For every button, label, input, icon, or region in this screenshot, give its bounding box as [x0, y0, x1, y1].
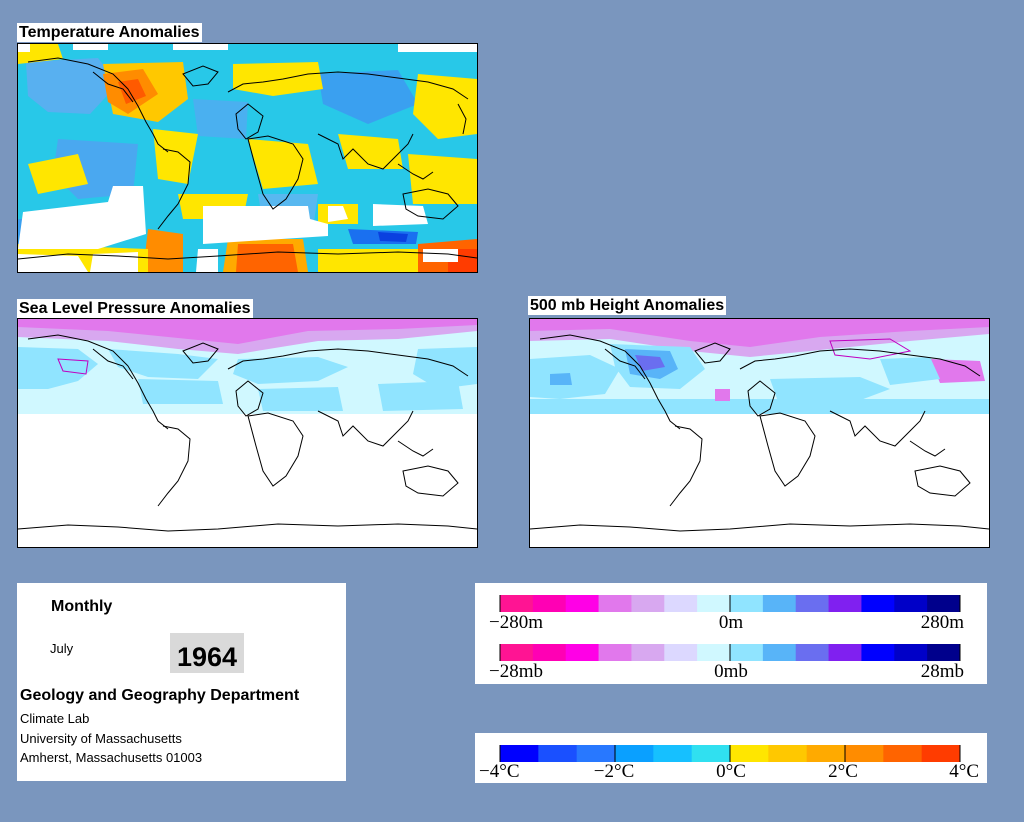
height-anomaly-map	[529, 318, 990, 548]
temp-bar-swatch-9	[845, 745, 884, 762]
pressure-bar-swatch-9	[795, 644, 830, 661]
university-name: University of Massachusetts	[20, 731, 182, 746]
pressure-bar-swatch-2	[565, 644, 600, 661]
height-bar-swatch-7	[730, 595, 764, 612]
height-label-max: 280m	[921, 612, 965, 633]
temp-bar-swatch-2	[576, 745, 616, 762]
pressure-bar-swatch-4	[631, 644, 665, 661]
pressure-bar-swatch-12	[894, 644, 928, 661]
height-bar-swatch-12	[894, 595, 928, 612]
temperature-map-canvas	[18, 44, 477, 272]
temp-label-4: 4°C	[949, 761, 979, 782]
height-bar-swatch-13	[927, 595, 961, 612]
period-label: Monthly	[51, 598, 113, 615]
year-display: 1964	[170, 633, 244, 673]
pressure-label-mid: 0mb	[714, 661, 748, 682]
pressure-bar-swatch-3	[598, 644, 632, 661]
height-bar-swatch-2	[565, 595, 600, 612]
temperature-color-bar	[499, 745, 961, 762]
department-name: Geology and Geography Department	[20, 687, 300, 704]
pressure-bar-swatch-10	[828, 644, 862, 661]
temperature-anomaly-map	[17, 43, 478, 273]
temp-label-0: −4°C	[479, 761, 520, 782]
pressure-bar-swatch-5	[664, 644, 698, 661]
temp-bar-swatch-11	[921, 745, 961, 762]
height-map-canvas	[530, 319, 989, 547]
height-bar-swatch-3	[598, 595, 632, 612]
pressure-bar-swatch-7	[730, 644, 764, 661]
temp-bar-swatch-0	[500, 745, 539, 762]
height-bar-swatch-10	[828, 595, 862, 612]
height-bar-swatch-9	[795, 595, 830, 612]
temp-bar-swatch-10	[883, 745, 923, 762]
temp-label-2: 0°C	[716, 761, 746, 782]
temp-bar-swatch-4	[653, 745, 693, 762]
temp-bar-swatch-5	[691, 745, 731, 762]
temperature-map-title: Temperature Anomalies	[17, 23, 202, 42]
height-bar-swatch-6	[697, 595, 731, 612]
pressure-map-canvas	[18, 319, 477, 547]
pressure-bar-swatch-6	[697, 644, 731, 661]
temp-label-3: 2°C	[828, 761, 858, 782]
pressure-label-max: 28mb	[921, 661, 964, 682]
height-label-mid: 0m	[719, 612, 744, 633]
pressure-label-min: −28mb	[489, 661, 543, 682]
address-line: Amherst, Massachusetts 01003	[20, 750, 203, 765]
pressure-bar-swatch-8	[762, 644, 797, 661]
height-bar-swatch-5	[664, 595, 698, 612]
info-panel: Monthly July 1964 Geology and Geography …	[17, 583, 346, 781]
lab-name: Climate Lab	[20, 711, 90, 726]
temp-bar-swatch-6	[730, 745, 769, 762]
height-bar-swatch-0	[500, 595, 534, 612]
temp-bar-swatch-1	[538, 745, 578, 762]
pressure-map-title: Sea Level Pressure Anomalies	[17, 299, 253, 318]
pressure-bar-swatch-0	[500, 644, 534, 661]
pressure-bar-swatch-13	[927, 644, 961, 661]
temp-bar-swatch-7	[768, 745, 808, 762]
height-bar-swatch-11	[861, 595, 895, 612]
height-bar-swatch-1	[532, 595, 567, 612]
height-pressure-legend-canvas: −280m 0m 280m −28mb 0mb 28mb	[489, 595, 965, 682]
temperature-legend: −4°C −2°C 0°C 2°C 4°C	[475, 733, 987, 783]
pressure-color-bar	[499, 644, 961, 661]
height-bar-swatch-4	[631, 595, 665, 612]
height-map-title: 500 mb Height Anomalies	[528, 296, 727, 315]
temp-bar-swatch-8	[806, 745, 846, 762]
height-color-bar	[499, 595, 961, 612]
month-label: July	[50, 641, 74, 656]
height-label-min: −280m	[489, 612, 543, 633]
temp-label-1: −2°C	[594, 761, 635, 782]
temperature-legend-canvas: −4°C −2°C 0°C 2°C 4°C	[479, 745, 979, 782]
height-bar-swatch-8	[762, 595, 797, 612]
pressure-bar-swatch-1	[532, 644, 567, 661]
temp-bar-swatch-3	[615, 745, 654, 762]
pressure-anomaly-map	[17, 318, 478, 548]
pressure-bar-swatch-11	[861, 644, 895, 661]
height-pressure-legend: −280m 0m 280m −28mb 0mb 28mb	[475, 583, 987, 684]
